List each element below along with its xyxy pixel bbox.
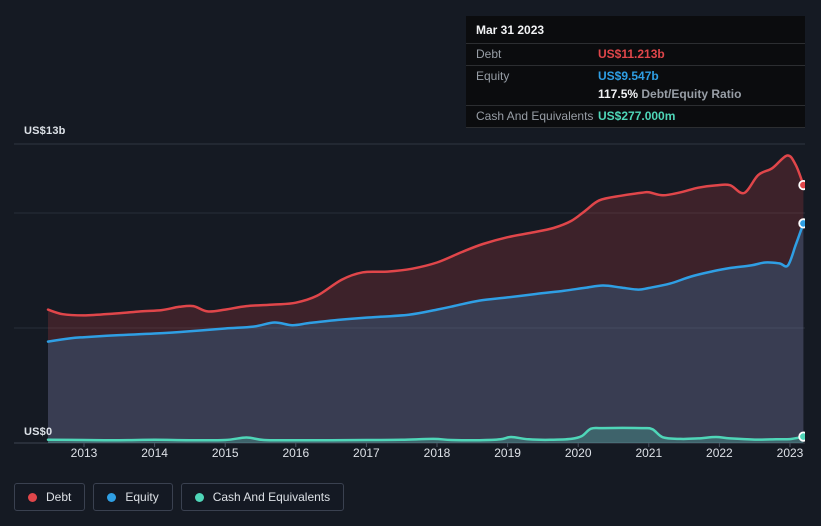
equity-line xyxy=(46,222,805,343)
legend-cash-label: Cash And Equivalents xyxy=(212,490,331,504)
legend-item-cash[interactable]: Cash And Equivalents xyxy=(180,483,345,511)
equity-area xyxy=(48,223,804,443)
tooltip-cash-label: Cash And Equivalents xyxy=(476,109,594,123)
tooltip-equity-label: Equity xyxy=(476,69,510,83)
tooltip-equity-row: Equity US$9.547b xyxy=(466,65,805,87)
tooltip-debt-value: US$11.213b xyxy=(598,47,665,61)
cash-and-equivalents-line xyxy=(46,426,805,442)
debt-line xyxy=(46,154,805,317)
chart-tooltip: Mar 31 2023 Debt US$11.213b Equity US$9.… xyxy=(466,16,805,128)
tooltip-ratio-row: 117.5% Debt/Equity Ratio xyxy=(466,87,805,105)
equity-end-dot xyxy=(798,218,805,229)
tooltip-debt-label: Debt xyxy=(476,47,502,61)
tooltip-equity-value: US$9.547b xyxy=(598,69,659,83)
legend-item-equity[interactable]: Equity xyxy=(93,483,173,511)
debt-series-dot-icon xyxy=(28,492,37,502)
y-axis-max-label: US$13b xyxy=(24,125,66,137)
tooltip-cash-row: Cash And Equivalents US$277.000m xyxy=(466,105,805,128)
debt-end-dot xyxy=(798,180,805,191)
tooltip-debt-row: Debt US$11.213b xyxy=(466,43,805,65)
tooltip-date: Mar 31 2023 xyxy=(476,23,545,37)
tooltip-ratio-value: 117.5% xyxy=(598,87,639,101)
chart-legend: Debt Equity Cash And Equivalents xyxy=(14,483,345,511)
tooltip-cash-value: US$277.000m xyxy=(598,109,676,123)
y-axis-zero-label: US$0 xyxy=(24,426,53,438)
equity-series-dot-icon xyxy=(107,492,117,502)
debt-area xyxy=(48,155,804,443)
legend-equity-label: Equity xyxy=(125,490,159,504)
series-group xyxy=(46,154,805,443)
cash-and-equivalents-end-dot xyxy=(798,431,805,442)
tooltip-ratio-label: Debt/Equity Ratio xyxy=(641,87,742,101)
legend-debt-label: Debt xyxy=(46,490,72,504)
legend-item-debt[interactable]: Debt xyxy=(14,483,86,511)
cash-series-dot-icon xyxy=(194,492,204,502)
